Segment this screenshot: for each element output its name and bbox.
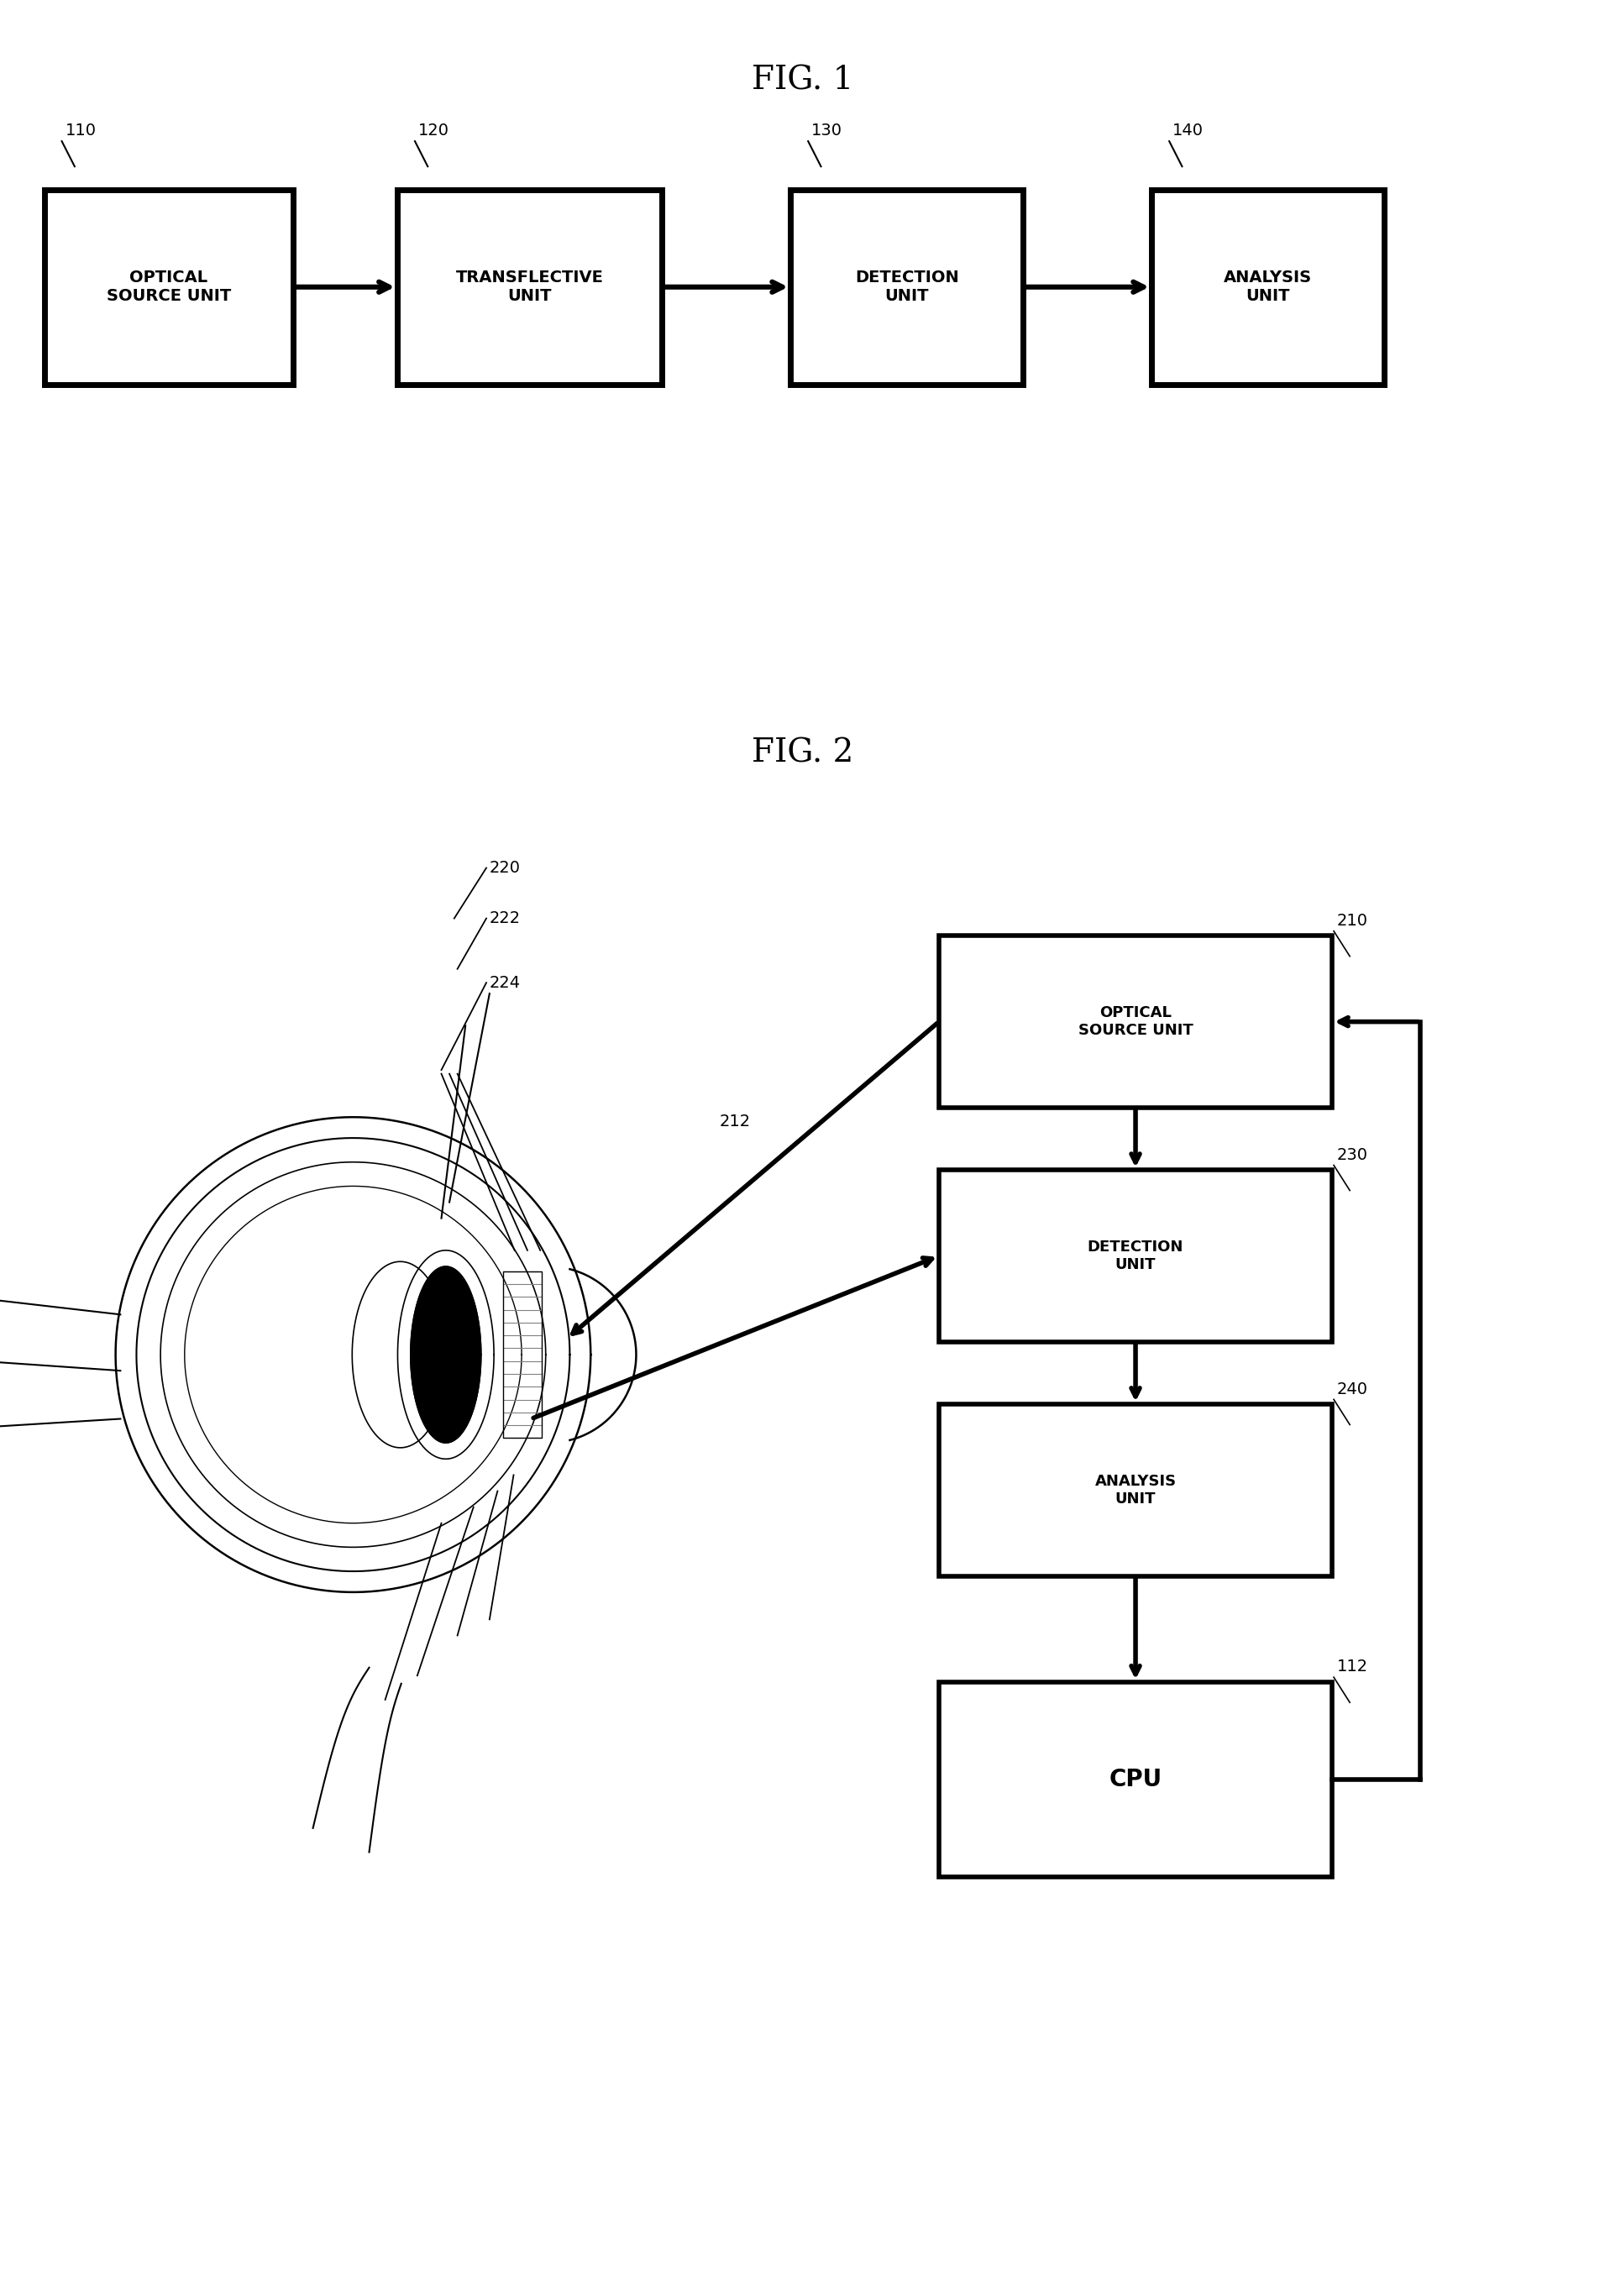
Text: 222: 222 [490, 912, 520, 925]
Text: 112: 112 [1337, 1660, 1367, 1676]
Bar [1152, 191, 1385, 383]
Text: 224: 224 [490, 976, 520, 990]
Text: 212: 212 [719, 1114, 750, 1130]
Text: DETECTION
UNIT: DETECTION UNIT [1088, 1240, 1183, 1272]
Bar [504, 1272, 542, 1437]
Bar [939, 1403, 1332, 1575]
Text: FIG. 2: FIG. 2 [751, 737, 854, 769]
Text: 110: 110 [64, 124, 96, 138]
Bar [398, 191, 661, 383]
Bar [939, 1681, 1332, 1878]
Text: OPTICAL
SOURCE UNIT: OPTICAL SOURCE UNIT [106, 271, 231, 303]
Text: 130: 130 [811, 124, 843, 138]
Polygon shape [411, 1267, 481, 1442]
Text: ANALYSIS
UNIT: ANALYSIS UNIT [1095, 1474, 1176, 1506]
Bar [939, 1169, 1332, 1341]
Bar [45, 191, 292, 383]
Text: 140: 140 [1172, 124, 1204, 138]
Text: TRANSFLECTIVE
UNIT: TRANSFLECTIVE UNIT [456, 271, 603, 303]
Text: 230: 230 [1337, 1148, 1367, 1162]
Text: 240: 240 [1337, 1382, 1367, 1396]
Text: CPU: CPU [1109, 1768, 1162, 1791]
Text: DETECTION
UNIT: DETECTION UNIT [855, 271, 958, 303]
Bar [939, 934, 1332, 1107]
Text: OPTICAL
SOURCE UNIT: OPTICAL SOURCE UNIT [1079, 1006, 1193, 1038]
Text: FIG. 1: FIG. 1 [751, 64, 854, 96]
Text: 210: 210 [1337, 914, 1367, 928]
Text: ANALYSIS
UNIT: ANALYSIS UNIT [1223, 271, 1313, 303]
Text: 120: 120 [419, 124, 449, 138]
Text: 220: 220 [490, 861, 520, 875]
Bar [790, 191, 1024, 383]
